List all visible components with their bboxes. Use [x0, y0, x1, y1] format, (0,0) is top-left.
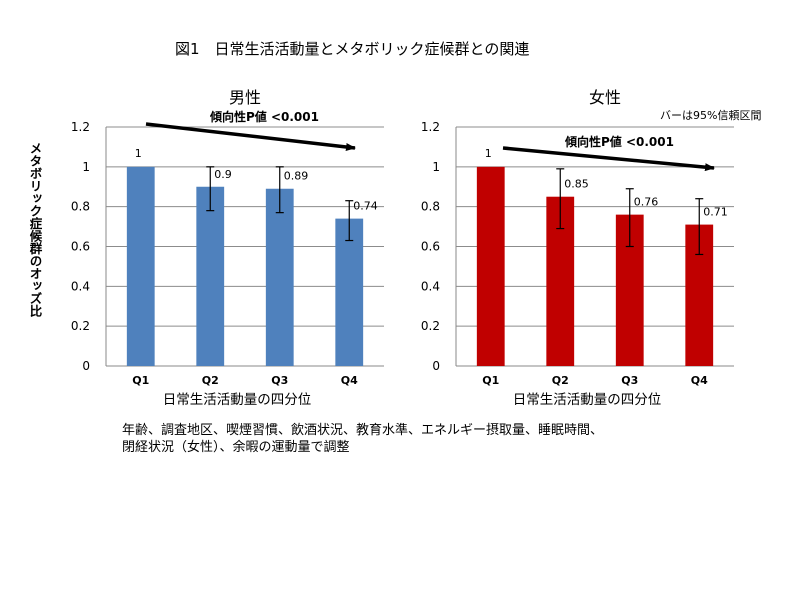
y-tick-label: 1.2	[421, 120, 440, 134]
bar	[265, 188, 294, 366]
y-tick-label: 1	[82, 160, 90, 174]
footnote: 年齢、調査地区、喫煙習慣、飲酒状況、教育水準、エネルギー摂取量、睡眠時間、 閉経…	[122, 422, 603, 456]
x-tick-label: Q3	[621, 374, 638, 387]
x-tick-label: Q3	[271, 374, 288, 387]
x-tick-label: Q4	[341, 374, 358, 387]
data-label: 1	[485, 147, 492, 160]
y-tick-label: 1	[432, 160, 440, 174]
data-label: 0.76	[634, 196, 659, 209]
x-tick-label: Q1	[482, 374, 499, 387]
chart-title: 女性	[589, 88, 621, 107]
y-tick-label: 0.2	[421, 319, 440, 333]
y-tick-label: 0.4	[71, 279, 90, 293]
error-bar-note: バーは95%信頼区間	[660, 109, 761, 122]
y-tick-label: 1.2	[71, 120, 90, 134]
x-tick-label: Q2	[202, 374, 219, 387]
y-tick-label: 0.8	[71, 200, 90, 214]
trend-arrow	[502, 146, 715, 172]
data-label: 0.74	[353, 200, 378, 213]
y-tick-label: 0.6	[71, 240, 90, 254]
y-tick-label: 0	[432, 359, 440, 373]
footnote-line: 年齢、調査地区、喫煙習慣、飲酒状況、教育水準、エネルギー摂取量、睡眠時間、	[122, 423, 604, 438]
y-tick-label: 0.6	[421, 240, 440, 254]
figure-title: 図1 日常生活活動量とメタボリック症候群との関連	[175, 40, 530, 58]
y-tick-label: 0.4	[421, 279, 440, 293]
data-label: 1	[135, 147, 142, 160]
bar	[196, 186, 225, 366]
y-axis-title: メタボリック症候群のオッズ比	[27, 142, 43, 317]
footnote-line: 閉経状況（女性）、余暇の運動量で調整	[122, 440, 350, 455]
bar	[335, 218, 364, 366]
y-tick-label: 0	[82, 359, 90, 373]
bar	[126, 166, 155, 366]
x-tick-label: Q2	[552, 374, 569, 387]
trend-label: 傾向性P値 <0.001	[209, 109, 319, 124]
data-label: 0.9	[214, 168, 232, 181]
trend-arrow	[145, 122, 356, 151]
data-label: 0.85	[564, 178, 589, 191]
x-tick-label: Q4	[691, 374, 708, 387]
chart-panel: 0 0.2 0.4 0.6 0.8 1 1.2 1 Q1 0.85 Q2 0.76 Q3 0.71 Q4 女性…	[421, 88, 734, 408]
bar	[476, 166, 505, 366]
data-label: 0.89	[284, 170, 309, 183]
y-tick-label: 0.2	[71, 319, 90, 333]
x-axis-label: 日常生活活動量の四分位	[163, 392, 312, 408]
y-tick-label: 0.8	[421, 200, 440, 214]
data-label: 0.71	[703, 206, 728, 219]
trend-label: 傾向性P値 <0.001	[564, 134, 674, 149]
chart-title: 男性	[229, 88, 261, 107]
x-axis-label: 日常生活活動量の四分位	[513, 392, 662, 408]
x-tick-label: Q1	[132, 374, 149, 387]
chart-panel: 0 0.2 0.4 0.6 0.8 1 1.2 1 Q1 0.9 Q2 0.89 Q3 0.74 Q4 男性日…	[71, 88, 384, 408]
